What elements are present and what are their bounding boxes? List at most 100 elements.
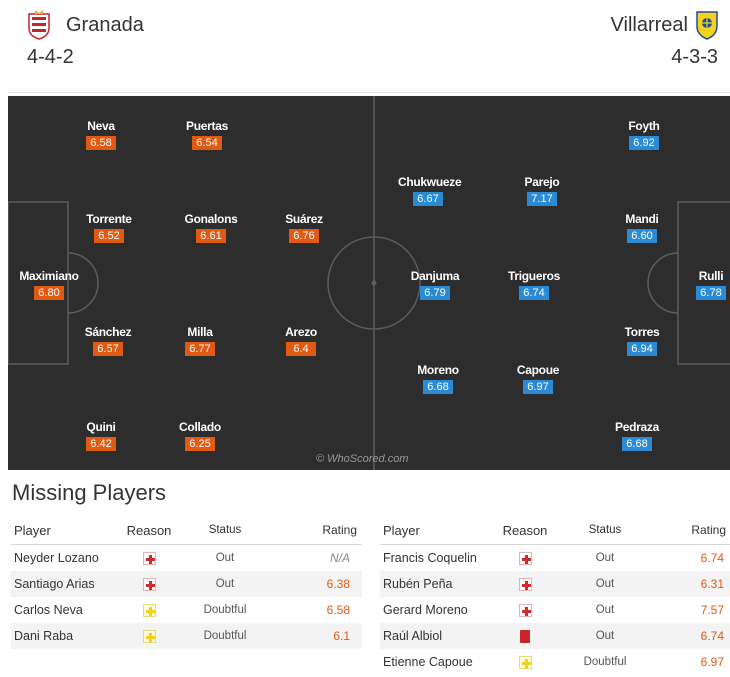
reason-cell (490, 623, 560, 649)
match-header: Granada 4-4-2 Villarreal 4-3-3 (8, 0, 730, 93)
player-rating: 6.80 (34, 286, 64, 300)
table-row: Raúl Albiol Out 6.74 (380, 623, 730, 649)
col-reason: Reason (490, 516, 560, 545)
missing-player-name[interactable]: Neyder Lozano (14, 551, 99, 565)
pitch: Neva 6.58 Puertas 6.54 Torrente 6.52 Gon… (8, 96, 730, 470)
rating-cell: 6.1 (268, 623, 362, 649)
player-card[interactable]: Pedraza 6.68 (607, 420, 667, 452)
player-card[interactable]: Gonalons 6.61 (181, 212, 241, 244)
player-card[interactable]: Arezo 6.4 (271, 325, 331, 357)
away-missing-table: Player Reason Status Rating Francis Coqu… (380, 516, 730, 675)
injury-icon (518, 578, 532, 592)
player-rating: 6.54 (192, 136, 222, 150)
player-card[interactable]: Suárez 6.76 (274, 212, 334, 244)
player-name: Maximiano (19, 269, 79, 283)
watermark: © WhoScored.com (316, 453, 409, 465)
player-rating: 6.60 (627, 229, 657, 243)
status-cell: Doubtful (182, 623, 268, 649)
player-rating: 6.76 (289, 229, 319, 243)
player-rating: 6.68 (622, 437, 652, 451)
player-card[interactable]: Mandi 6.60 (612, 212, 672, 244)
player-rating: 6.25 (185, 437, 215, 451)
player-card[interactable]: Danjuma 6.79 (405, 269, 465, 301)
reason-cell (116, 597, 182, 623)
player-name: Milla (187, 325, 213, 339)
player-rating: 7.17 (527, 192, 557, 206)
missing-player-name[interactable]: Carlos Neva (14, 603, 83, 617)
player-card[interactable]: Moreno 6.68 (408, 363, 468, 395)
player-card[interactable]: Collado 6.25 (170, 420, 230, 452)
player-card[interactable]: Milla 6.77 (170, 325, 230, 357)
player-card[interactable]: Trigueros 6.74 (504, 269, 564, 301)
missing-players-title: Missing Players (12, 480, 167, 505)
missing-player-name[interactable]: Gerard Moreno (383, 603, 468, 617)
doubtful-icon (142, 630, 156, 644)
player-card[interactable]: Capoue 6.97 (508, 363, 568, 395)
status-cell: Out (560, 623, 650, 649)
player-name: Gonalons (184, 212, 238, 226)
home-formation: 4-4-2 (27, 46, 74, 68)
rating-cell: 6.31 (650, 571, 730, 597)
reason-cell (490, 571, 560, 597)
rating-cell: 6.74 (650, 623, 730, 649)
player-rating: 6.67 (413, 192, 443, 206)
player-rating: 6.92 (629, 136, 659, 150)
granada-crest-icon (28, 10, 50, 40)
status-cell: Out (215, 552, 235, 564)
player-rating: 6.4 (286, 342, 316, 356)
table-row: Gerard Moreno Out 7.57 (380, 597, 730, 623)
status-cell: Out (595, 552, 615, 564)
player-card[interactable]: Rulli 6.78 (681, 269, 730, 301)
table-row: Etienne Capoue Doubtful 6.97 (380, 649, 730, 675)
away-team-name[interactable]: Villarreal (610, 14, 688, 36)
away-formation: 4-3-3 (671, 46, 718, 68)
player-name: Trigueros (508, 269, 560, 283)
col-status: Status (182, 516, 268, 545)
player-name: Suárez (285, 212, 323, 226)
missing-player-name[interactable]: Santiago Arias (11, 571, 116, 597)
player-name: Capoue (516, 363, 560, 377)
player-name: Mandi (625, 212, 659, 226)
player-card[interactable]: Torrente 6.52 (79, 212, 139, 244)
missing-player-name[interactable]: Dani Raba (11, 623, 116, 649)
col-rating: Rating (268, 516, 362, 545)
player-card[interactable]: Parejo 7.17 (512, 175, 572, 207)
player-card[interactable]: Quini 6.42 (71, 420, 131, 452)
col-player: Player (380, 516, 490, 545)
rating-cell: 6.74 (700, 551, 724, 565)
rating-cell: 6.97 (700, 655, 724, 669)
missing-player-name[interactable]: Raúl Albiol (380, 623, 490, 649)
player-rating: 6.94 (627, 342, 657, 356)
player-name: Moreno (417, 363, 459, 377)
player-name: Torrente (86, 212, 132, 226)
rating-cell: N/A (329, 551, 350, 565)
status-cell: Out (595, 604, 615, 616)
player-name: Torres (624, 325, 660, 339)
player-rating: 6.79 (420, 286, 450, 300)
player-card[interactable]: Sánchez 6.57 (78, 325, 138, 357)
missing-player-name[interactable]: Rubén Peña (380, 571, 490, 597)
player-card[interactable]: Chukwueze 6.67 (398, 175, 462, 207)
player-rating: 6.74 (519, 286, 549, 300)
player-name: Sánchez (84, 325, 132, 339)
col-reason: Reason (116, 516, 182, 545)
status-cell: Out (560, 571, 650, 597)
home-missing-table: Player Reason Status Rating Neyder Lozan… (11, 516, 362, 649)
missing-player-name[interactable]: Francis Coquelin (383, 551, 477, 565)
player-card[interactable]: Foyth 6.92 (614, 119, 674, 151)
col-status: Status (560, 516, 650, 545)
table-row: Dani Raba Doubtful 6.1 (11, 623, 362, 649)
injury-icon (142, 578, 156, 592)
player-card[interactable]: Neva 6.58 (71, 119, 131, 151)
player-card[interactable]: Torres 6.94 (612, 325, 672, 357)
player-name: Neva (87, 119, 115, 133)
player-rating: 6.57 (93, 342, 123, 356)
player-card[interactable]: Maximiano 6.80 (19, 269, 79, 301)
home-team-name[interactable]: Granada (66, 14, 144, 36)
player-name: Foyth (628, 119, 660, 133)
status-cell: Doubtful (203, 604, 247, 616)
player-card[interactable]: Puertas 6.54 (177, 119, 237, 151)
missing-player-name[interactable]: Etienne Capoue (383, 655, 473, 669)
player-name: Quini (86, 420, 116, 434)
reason-cell (116, 571, 182, 597)
